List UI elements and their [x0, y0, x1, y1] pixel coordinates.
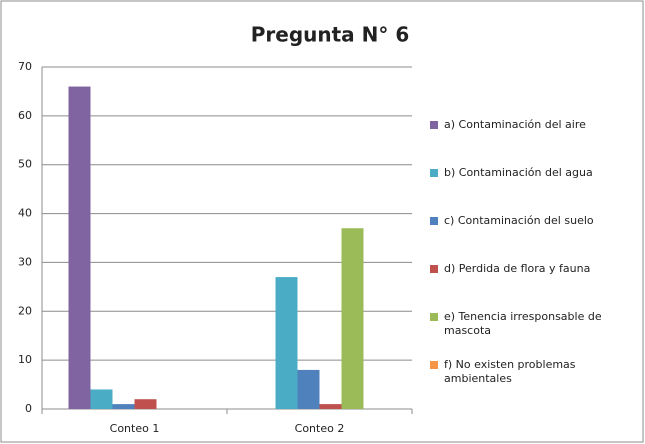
legend-swatch — [430, 361, 438, 369]
x-tick-label: Conteo 1 — [110, 422, 160, 435]
legend-swatch — [430, 265, 438, 273]
chart-title: Pregunta N° 6 — [251, 23, 410, 47]
legend-swatch — [430, 169, 438, 177]
y-tick-label: 40 — [18, 207, 32, 220]
y-tick-label: 50 — [18, 158, 32, 171]
bar — [319, 404, 342, 409]
y-tick-label: 10 — [18, 353, 32, 366]
legend-swatch — [430, 217, 438, 225]
bar — [297, 369, 320, 409]
bar — [68, 86, 91, 410]
x-tick-label: Conteo 2 — [295, 422, 345, 435]
legend-label: a) Contaminación del aire — [444, 118, 586, 131]
bar — [341, 228, 364, 409]
bar — [112, 404, 135, 409]
y-tick-label: 20 — [18, 304, 32, 317]
legend-label: f) No existen problemas ambientales — [444, 358, 576, 385]
legend-item: a) Contaminación del aire — [430, 118, 620, 166]
y-tick-label: 60 — [18, 109, 32, 122]
legend-label: e) Tenencia irresponsable de mascota — [444, 310, 602, 337]
bar — [275, 277, 298, 409]
legend-label: b) Contaminación del agua — [444, 166, 593, 179]
legend-item: c) Contaminación del suelo — [430, 214, 620, 262]
legend-label: d) Perdida de flora y fauna — [444, 262, 591, 275]
legend: a) Contaminación del aire b) Contaminació… — [430, 118, 620, 406]
y-tick-label: 0 — [25, 402, 32, 415]
y-tick-label: 70 — [18, 60, 32, 73]
bar — [134, 399, 157, 409]
y-tick-label: 30 — [18, 255, 32, 268]
legend-item: d) Perdida de flora y fauna — [430, 262, 620, 310]
legend-swatch — [430, 313, 438, 321]
legend-swatch — [430, 121, 438, 129]
legend-item: f) No existen problemas ambientales — [430, 358, 620, 406]
legend-label: c) Contaminación del suelo — [444, 214, 594, 227]
legend-item: e) Tenencia irresponsable de mascota — [430, 310, 620, 358]
bar — [90, 389, 113, 409]
legend-item: b) Contaminación del agua — [430, 166, 620, 214]
